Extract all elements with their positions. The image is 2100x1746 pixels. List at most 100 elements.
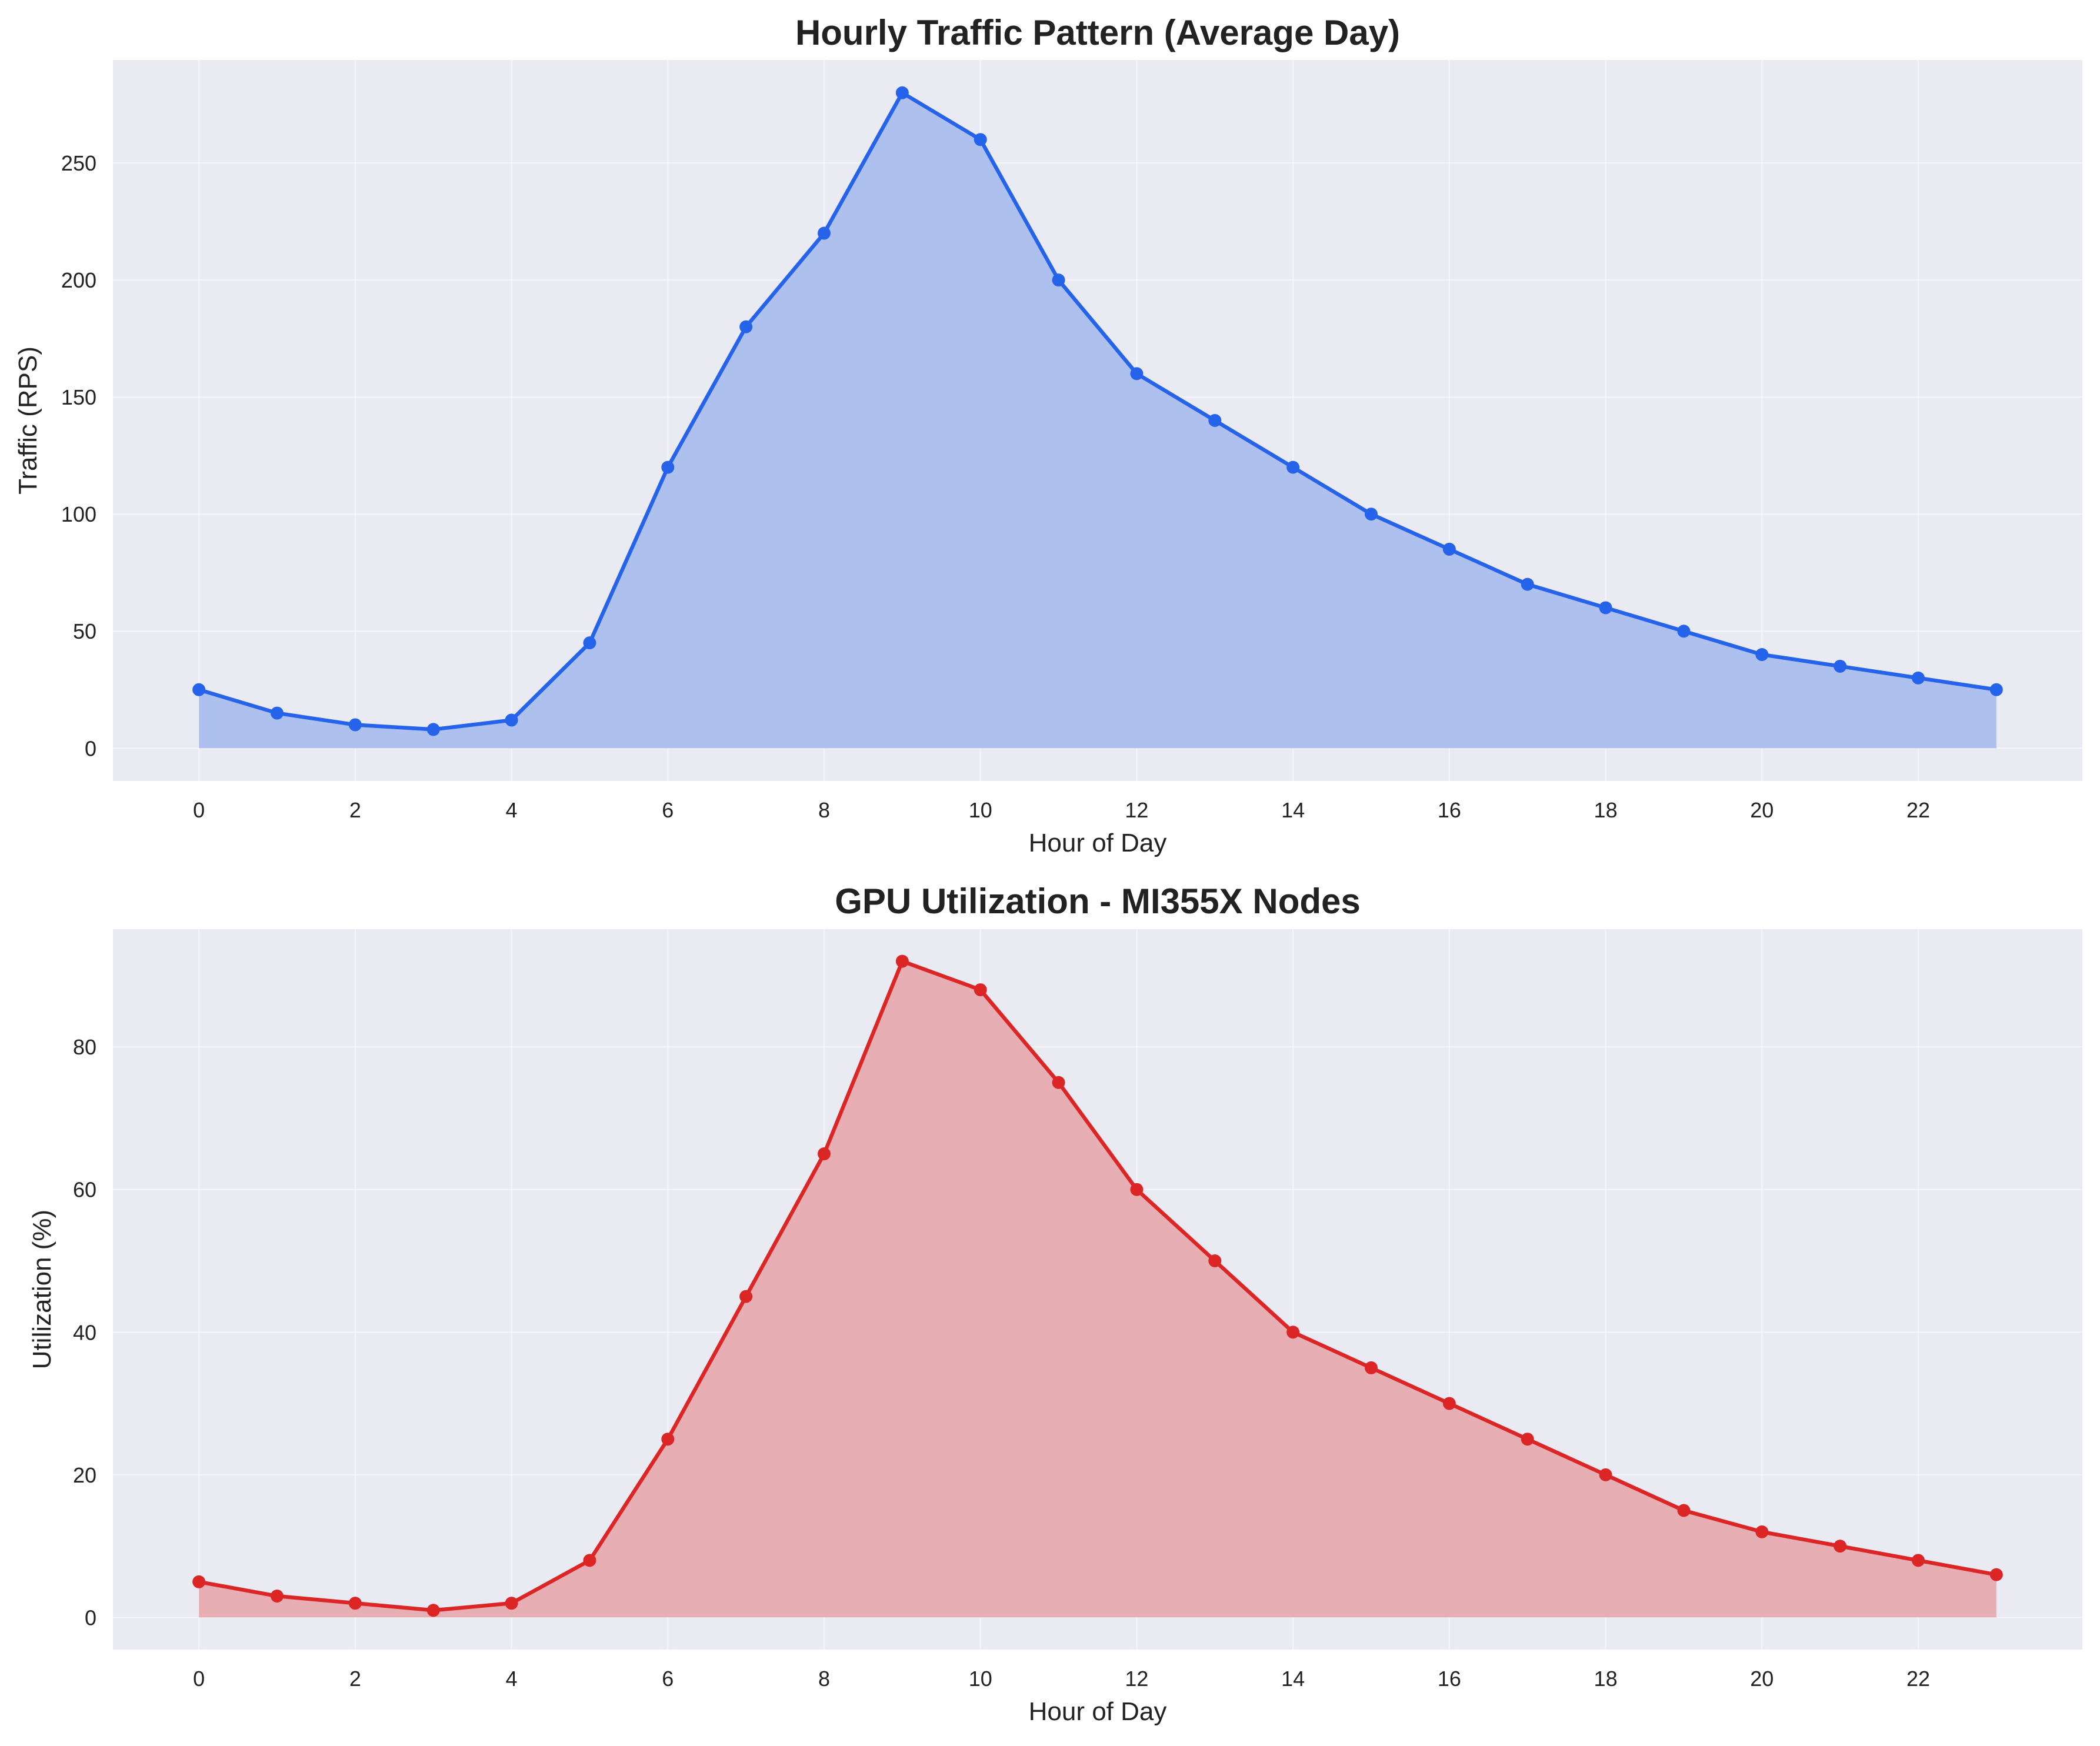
- x-tick-label: 6: [662, 1667, 674, 1691]
- data-point: [739, 320, 753, 333]
- x-axis-label: Hour of Day: [1029, 829, 1167, 857]
- x-tick-label: 0: [193, 798, 205, 822]
- x-tick-label: 14: [1281, 798, 1305, 822]
- y-tick-label: 150: [61, 385, 96, 409]
- data-point: [1599, 601, 1612, 615]
- data-point: [895, 86, 909, 99]
- data-point: [1286, 460, 1300, 474]
- x-axis-label: Hour of Day: [1029, 1697, 1167, 1726]
- x-tick-labels: 0 2 4 6 8 10 12 14 16 18 20 22: [193, 1667, 1930, 1691]
- data-point: [505, 713, 518, 727]
- data-point: [1442, 542, 1456, 556]
- area-fill: [199, 92, 1996, 749]
- data-point: [1130, 367, 1144, 380]
- x-tick-label: 14: [1281, 1667, 1305, 1691]
- y-tick-labels: 0 20 40 60 80: [73, 1035, 96, 1630]
- x-tick-label: 18: [1594, 1667, 1618, 1691]
- x-tick-label: 16: [1438, 1667, 1461, 1691]
- data-point: [1208, 1254, 1222, 1267]
- y-tick-label: 40: [73, 1320, 96, 1344]
- x-tick-label: 2: [349, 798, 361, 822]
- data-point: [271, 706, 284, 720]
- x-tick-label: 12: [1125, 798, 1148, 822]
- chart-title: GPU Utilization - MI355X Nodes: [835, 882, 1360, 921]
- data-point: [818, 1147, 831, 1161]
- x-tick-label: 4: [506, 798, 518, 822]
- area-fill: [199, 961, 1996, 1618]
- data-point: [1208, 414, 1222, 427]
- series-line-path: [196, 959, 1999, 1613]
- data-point: [1677, 1504, 1691, 1517]
- y-tick-label: 80: [73, 1035, 96, 1059]
- y-axis-label: Traffic (RPS): [14, 346, 42, 495]
- series-line: [196, 959, 1999, 1613]
- data-point: [1521, 1433, 1534, 1446]
- x-tick-label: 16: [1438, 798, 1461, 822]
- data-points: [192, 954, 2003, 1617]
- data-point: [348, 718, 362, 732]
- traffic-chart: 0 2 4 6 8 10 12 14 16 18 20 22 0 50 100 150 200 250 Hour…: [14, 13, 2082, 857]
- data-point: [1755, 1525, 1769, 1538]
- x-tick-label: 2: [349, 1667, 361, 1691]
- x-tick-label: 4: [506, 1667, 518, 1691]
- y-tick-label: 60: [73, 1178, 96, 1202]
- y-tick-label: 100: [61, 502, 96, 526]
- data-point: [1912, 1554, 1925, 1567]
- data-point: [1677, 625, 1691, 638]
- x-tick-label: 22: [1906, 798, 1930, 822]
- x-tick-label: 8: [818, 798, 830, 822]
- data-point: [348, 1597, 362, 1610]
- x-tick-label: 10: [969, 1667, 992, 1691]
- x-tick-labels: 0 2 4 6 8 10 12 14 16 18 20 22: [193, 798, 1930, 822]
- x-tick-label: 20: [1750, 798, 1774, 822]
- x-tick-label: 12: [1125, 1667, 1148, 1691]
- data-point: [1912, 671, 1925, 685]
- data-point: [974, 133, 987, 146]
- data-point: [505, 1597, 518, 1610]
- y-tick-label: 250: [61, 151, 96, 175]
- data-points: [192, 86, 2003, 736]
- data-point: [1755, 648, 1769, 662]
- data-point: [974, 983, 987, 997]
- y-tick-label: 0: [85, 736, 96, 760]
- y-tick-label: 50: [73, 619, 96, 643]
- series-line-path: [196, 91, 1999, 732]
- data-point: [661, 460, 675, 474]
- y-tick-label: 20: [73, 1463, 96, 1487]
- data-point: [192, 1575, 206, 1588]
- y-tick-label: 0: [85, 1605, 96, 1630]
- x-tick-label: 0: [193, 1667, 205, 1691]
- data-point: [1989, 1568, 2003, 1581]
- y-tick-labels: 0 50 100 150 200 250: [61, 151, 96, 760]
- data-point: [895, 954, 909, 968]
- data-point: [1599, 1468, 1612, 1481]
- data-point: [1286, 1326, 1300, 1339]
- data-point: [583, 636, 596, 650]
- data-point: [1365, 508, 1378, 521]
- data-point: [1989, 683, 2003, 696]
- data-point: [1834, 659, 1847, 673]
- data-point: [1130, 1183, 1144, 1196]
- data-point: [1052, 273, 1065, 287]
- data-point: [739, 1290, 753, 1303]
- x-tick-label: 20: [1750, 1667, 1774, 1691]
- x-tick-label: 22: [1906, 1667, 1930, 1691]
- x-tick-label: 18: [1594, 798, 1618, 822]
- series-line: [196, 91, 1999, 732]
- chart-title: Hourly Traffic Pattern (Average Day): [795, 13, 1400, 52]
- area-fill-shape: [199, 961, 1996, 1618]
- data-point: [426, 1604, 440, 1617]
- data-point: [1365, 1361, 1378, 1374]
- data-point: [818, 226, 831, 240]
- x-tick-label: 8: [818, 1667, 830, 1691]
- y-axis-label: Utilization (%): [28, 1210, 56, 1369]
- data-point: [426, 723, 440, 736]
- data-point: [192, 683, 206, 696]
- gpu-utilization-chart: 0 2 4 6 8 10 12 14 16 18 20 22 0 20 40 60 80 GPU Utiliz…: [28, 882, 2082, 1726]
- data-point: [1052, 1076, 1065, 1089]
- data-point: [583, 1554, 596, 1567]
- x-tick-label: 6: [662, 798, 674, 822]
- data-point: [1442, 1397, 1456, 1410]
- area-fill-shape: [199, 92, 1996, 749]
- data-point: [661, 1433, 675, 1446]
